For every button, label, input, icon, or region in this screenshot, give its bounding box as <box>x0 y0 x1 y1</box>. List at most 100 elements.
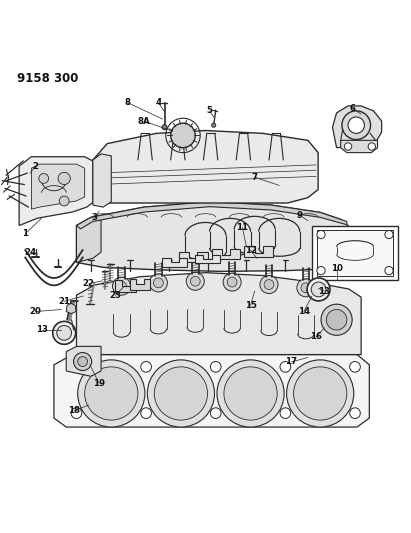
Text: 8A: 8A <box>138 117 150 126</box>
Circle shape <box>78 360 145 427</box>
Circle shape <box>117 281 127 291</box>
Polygon shape <box>162 259 187 266</box>
Circle shape <box>210 408 221 418</box>
Text: 15: 15 <box>245 301 256 310</box>
Circle shape <box>53 321 76 344</box>
Circle shape <box>71 361 82 372</box>
Circle shape <box>368 143 376 150</box>
Circle shape <box>147 360 215 427</box>
Circle shape <box>317 230 325 239</box>
Circle shape <box>286 360 354 427</box>
Text: 13: 13 <box>318 287 330 296</box>
Polygon shape <box>76 218 101 262</box>
Polygon shape <box>76 202 349 271</box>
Text: 17: 17 <box>286 358 298 367</box>
Polygon shape <box>66 303 76 313</box>
Polygon shape <box>54 354 369 427</box>
Polygon shape <box>179 252 208 262</box>
Polygon shape <box>93 154 111 207</box>
Polygon shape <box>341 140 378 152</box>
Circle shape <box>154 367 208 420</box>
Text: 12: 12 <box>245 246 256 255</box>
Circle shape <box>113 277 131 295</box>
Text: 9158 300: 9158 300 <box>17 72 79 85</box>
Polygon shape <box>212 249 240 259</box>
Text: 14: 14 <box>298 307 310 316</box>
Polygon shape <box>76 273 361 354</box>
Circle shape <box>141 408 151 418</box>
Circle shape <box>71 408 82 418</box>
Text: 21: 21 <box>58 297 70 306</box>
Circle shape <box>149 274 167 292</box>
Text: 2: 2 <box>32 161 39 171</box>
Text: 6: 6 <box>350 104 356 114</box>
Text: 13: 13 <box>36 326 48 335</box>
Circle shape <box>301 283 311 293</box>
Circle shape <box>210 361 221 372</box>
Polygon shape <box>332 106 382 148</box>
Polygon shape <box>317 230 393 276</box>
Text: 4: 4 <box>155 98 162 107</box>
Text: 10: 10 <box>330 264 342 273</box>
Circle shape <box>74 352 92 370</box>
Circle shape <box>58 172 70 184</box>
Polygon shape <box>19 157 95 225</box>
Circle shape <box>297 279 315 297</box>
Circle shape <box>153 278 163 288</box>
Circle shape <box>260 276 278 294</box>
Circle shape <box>344 143 352 150</box>
Circle shape <box>311 282 326 297</box>
Circle shape <box>342 111 371 140</box>
Text: 22: 22 <box>83 279 95 288</box>
Circle shape <box>59 196 69 206</box>
Bar <box>312 227 398 280</box>
Text: 20: 20 <box>30 307 42 316</box>
Circle shape <box>141 361 151 372</box>
Circle shape <box>78 357 88 367</box>
Text: 23: 23 <box>109 290 121 300</box>
Text: 18: 18 <box>68 406 81 415</box>
Circle shape <box>348 117 365 133</box>
Circle shape <box>321 304 352 335</box>
Text: 5: 5 <box>207 107 212 115</box>
Circle shape <box>385 266 393 274</box>
Circle shape <box>227 277 237 287</box>
Text: 1: 1 <box>22 229 28 238</box>
Circle shape <box>280 408 291 418</box>
Polygon shape <box>93 131 318 203</box>
Circle shape <box>57 326 72 340</box>
Polygon shape <box>66 346 101 376</box>
Circle shape <box>224 367 277 420</box>
Circle shape <box>350 361 360 372</box>
Text: 8: 8 <box>125 98 131 107</box>
Circle shape <box>39 174 48 183</box>
Circle shape <box>171 123 195 148</box>
Text: 19: 19 <box>93 379 105 387</box>
Text: 16: 16 <box>310 333 322 342</box>
Polygon shape <box>195 255 220 263</box>
Circle shape <box>217 360 284 427</box>
Text: 9: 9 <box>297 211 303 220</box>
Text: 3: 3 <box>92 213 98 222</box>
Circle shape <box>326 310 347 330</box>
Circle shape <box>162 125 167 130</box>
Circle shape <box>85 367 138 420</box>
Circle shape <box>293 367 347 420</box>
Polygon shape <box>31 164 85 209</box>
Text: 7: 7 <box>252 173 258 182</box>
Polygon shape <box>245 246 273 257</box>
Text: 24: 24 <box>25 248 37 257</box>
Circle shape <box>385 230 393 239</box>
Circle shape <box>317 266 325 274</box>
Polygon shape <box>115 280 136 292</box>
Circle shape <box>186 272 204 290</box>
Text: 11: 11 <box>236 223 248 232</box>
Circle shape <box>350 408 360 418</box>
Circle shape <box>212 123 216 127</box>
Circle shape <box>280 361 291 372</box>
Circle shape <box>264 280 274 289</box>
Circle shape <box>190 276 200 286</box>
Polygon shape <box>130 279 150 290</box>
Circle shape <box>223 273 241 291</box>
Circle shape <box>307 278 330 301</box>
